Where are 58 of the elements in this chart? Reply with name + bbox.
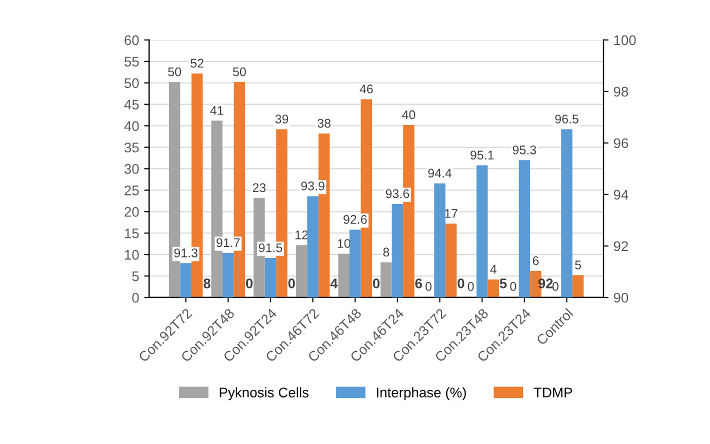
y2-tick-label: 98 xyxy=(614,86,628,97)
legend-label: Interphase (%) xyxy=(376,387,466,400)
annotation: 0 xyxy=(458,278,464,288)
y-tick-label: 55 xyxy=(124,56,139,67)
y-tick-label: 50 xyxy=(124,78,139,88)
data-label: 91.5 xyxy=(258,243,282,252)
data-label: 50 xyxy=(168,67,182,76)
data-label: 0 xyxy=(468,282,474,291)
data-label: 39 xyxy=(275,114,288,124)
data-label: 41 xyxy=(210,106,224,115)
y-tick-label: 0 xyxy=(132,292,139,303)
data-label: 92.6 xyxy=(344,215,367,224)
data-label: 93.9 xyxy=(301,182,324,190)
annotation: 0 xyxy=(372,278,380,288)
y-tick-label: 30 xyxy=(124,164,139,174)
y2-tick-label: 100 xyxy=(614,35,636,46)
y-tick-label: 35 xyxy=(124,142,139,152)
y2-tick-label: 96 xyxy=(614,138,628,148)
data-label: 95.1 xyxy=(470,150,494,160)
data-label: 12 xyxy=(296,230,308,240)
data-label: 6 xyxy=(532,256,539,266)
y2-tick-label: 94 xyxy=(614,190,628,200)
data-label: 46 xyxy=(360,84,373,94)
data-label: 40 xyxy=(402,110,416,120)
annotation: 8 xyxy=(204,278,210,288)
data-label: 8 xyxy=(383,248,390,257)
y-tick-label: 60 xyxy=(124,35,139,46)
y-tick-label: 20 xyxy=(124,206,139,217)
data-label: 0 xyxy=(510,282,516,291)
data-label: 91.3 xyxy=(174,248,198,258)
data-label: 93.6 xyxy=(386,189,410,198)
data-label: 23 xyxy=(252,183,266,192)
legend-label: Pyknosis Cells xyxy=(220,387,309,400)
y-tick-label: 40 xyxy=(124,121,139,131)
y-tick-label: 5 xyxy=(132,271,139,282)
y2-tick-label: 90 xyxy=(614,292,628,303)
data-label: 38 xyxy=(318,118,331,128)
data-label: 91.7 xyxy=(216,238,240,248)
data-label: 5 xyxy=(575,260,581,270)
annotation: 4 xyxy=(330,278,338,288)
y2-tick-label: 92 xyxy=(614,241,628,252)
data-label: 0 xyxy=(552,282,558,291)
annotation: 5 xyxy=(500,278,507,288)
y-tick-label: 15 xyxy=(124,228,139,238)
annotation: 6 xyxy=(415,278,422,288)
annotation: 0 xyxy=(288,278,295,288)
data-label: 95.3 xyxy=(512,146,536,154)
data-label: 52 xyxy=(190,58,204,68)
annotation: 0 xyxy=(246,278,253,288)
y-tick-label: 25 xyxy=(124,186,139,196)
data-label: 96.5 xyxy=(555,114,578,124)
data-label: 50 xyxy=(233,67,246,76)
data-label: 4 xyxy=(490,264,497,274)
y-tick-label: 10 xyxy=(124,250,139,260)
y-tick-label: 45 xyxy=(124,100,139,110)
data-label: 0 xyxy=(426,282,432,291)
legend-label: TDMP xyxy=(534,388,572,398)
data-label: 94.4 xyxy=(428,168,452,178)
